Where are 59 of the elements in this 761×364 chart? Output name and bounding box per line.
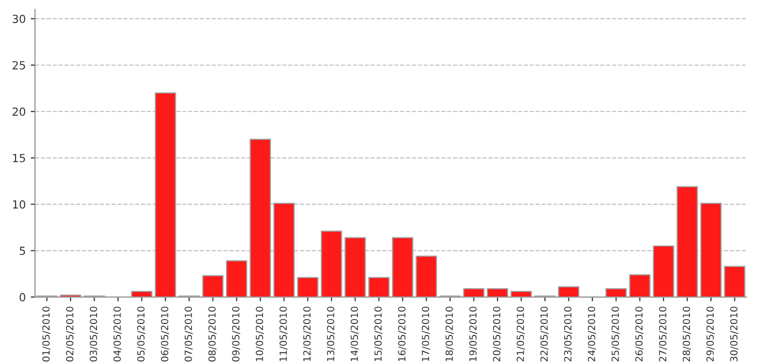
bar bbox=[368, 276, 390, 298]
x-tick-label: 21/05/2010 bbox=[516, 306, 525, 362]
y-tick-label: 20 bbox=[12, 107, 26, 116]
bar bbox=[297, 276, 318, 298]
x-tick-label: 16/05/2010 bbox=[398, 306, 406, 362]
x-tick-label: 29/05/2010 bbox=[706, 306, 715, 362]
x-tick-label: 24/05/2010 bbox=[588, 306, 596, 362]
x-tick-label: 09/05/2010 bbox=[232, 306, 240, 362]
bar bbox=[724, 266, 746, 298]
y-tick-label: 15 bbox=[13, 154, 26, 162]
bar bbox=[154, 92, 176, 298]
bar bbox=[463, 288, 484, 298]
x-tick-label: 18/05/2010 bbox=[446, 306, 454, 362]
bar bbox=[226, 260, 248, 298]
bar bbox=[700, 202, 722, 298]
x-tick-label: 07/05/2010 bbox=[184, 306, 193, 362]
x-tick-label: 26/05/2010 bbox=[635, 306, 644, 362]
bar bbox=[486, 288, 508, 298]
bar bbox=[320, 230, 342, 298]
x-tick-label: 13/05/2010 bbox=[326, 306, 336, 362]
x-tick-label: 12/05/2010 bbox=[303, 306, 312, 362]
x-tick-label: 10/05/2010 bbox=[256, 306, 264, 362]
bar bbox=[676, 186, 698, 298]
bar bbox=[629, 274, 650, 298]
bar bbox=[558, 286, 580, 298]
x-tick-label: 01/05/2010 bbox=[42, 306, 50, 362]
bar bbox=[605, 288, 627, 298]
y-tick-label: 0 bbox=[20, 293, 26, 302]
x-tick-label: 08/05/2010 bbox=[208, 306, 216, 362]
x-tick-label: 28/05/2010 bbox=[682, 306, 691, 362]
bar bbox=[250, 138, 271, 298]
x-tick-label: 17/05/2010 bbox=[422, 306, 430, 362]
x-tick-label: 25/05/2010 bbox=[612, 306, 620, 362]
y-tick-label: 10 bbox=[13, 200, 26, 209]
bar bbox=[202, 275, 224, 298]
bar bbox=[652, 245, 674, 298]
x-tick-label: 23/05/2010 bbox=[564, 306, 572, 362]
bar bbox=[273, 202, 295, 298]
x-tick-label: 04/05/2010 bbox=[113, 306, 122, 362]
y-tick-label: 30 bbox=[12, 14, 26, 24]
bar bbox=[131, 290, 152, 298]
bar bbox=[416, 256, 437, 298]
x-tick-label: 05/05/2010 bbox=[137, 306, 146, 362]
x-tick-label: 19/05/2010 bbox=[469, 306, 478, 362]
x-tick-label: 15/05/2010 bbox=[374, 306, 382, 362]
x-tick-label: 02/05/2010 bbox=[66, 306, 74, 362]
y-tick-label: 5 bbox=[20, 246, 26, 256]
bar bbox=[510, 290, 532, 298]
bar bbox=[344, 237, 366, 298]
x-tick-label: 06/05/2010 bbox=[160, 306, 170, 362]
x-tick-label: 30/05/2010 bbox=[730, 306, 738, 362]
x-tick-label: 27/05/2010 bbox=[658, 306, 668, 362]
x-tick-label: 11/05/2010 bbox=[280, 306, 288, 362]
x-tick-label: 20/05/2010 bbox=[492, 306, 502, 362]
x-tick-label: 03/05/2010 bbox=[90, 306, 98, 362]
y-tick-label: 25 bbox=[12, 61, 26, 70]
x-tick-label: 22/05/2010 bbox=[540, 306, 549, 362]
bar bbox=[392, 237, 414, 298]
x-tick-label: 14/05/2010 bbox=[350, 306, 359, 362]
